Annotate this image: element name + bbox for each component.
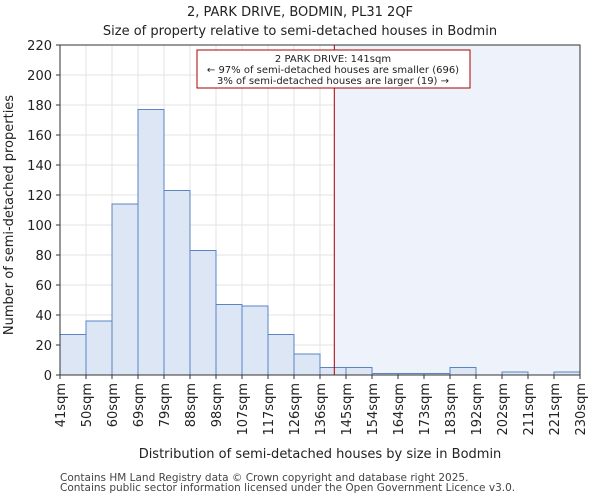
- bar-107sqm: [241, 305, 269, 376]
- x-tick-label: 136sqm: [314, 383, 329, 436]
- bar-88sqm: [189, 250, 217, 376]
- highlight-region: [334, 45, 580, 375]
- x-tick-label: 79sqm: [158, 383, 173, 427]
- footer: Contains HM Land Registry data © Crown c…: [60, 472, 516, 494]
- x-tick-label: 221sqm: [548, 383, 563, 436]
- y-tick-label: 40: [35, 309, 52, 324]
- bar-69sqm: [137, 109, 165, 376]
- annotation-line-3: 3% of semi-detached houses are larger (1…: [217, 76, 449, 87]
- footer-line-1: Contains HM Land Registry data © Crown c…: [60, 472, 469, 484]
- y-axis-label: Number of semi-detached properties: [2, 95, 17, 335]
- x-tick-label: 69sqm: [132, 383, 147, 427]
- x-axis-label: Distribution of semi-detached houses by …: [139, 447, 502, 462]
- x-tick-label: 60sqm: [106, 383, 121, 427]
- y-tick-labels: 0 20 40 60 80 100 120 140 160 180 200 220: [27, 39, 60, 384]
- bars: [59, 109, 581, 376]
- bar-145sqm: [345, 367, 373, 376]
- y-tick-label: 200: [27, 69, 52, 84]
- bar-79sqm: [163, 190, 191, 376]
- x-tick-label: 230sqm: [574, 383, 589, 436]
- y-tick-label: 80: [35, 249, 52, 264]
- y-tick-label: 140: [27, 159, 52, 174]
- chart-title: 2, PARK DRIVE, BODMIN, PL31 2QF: [187, 5, 413, 20]
- x-tick-label: 98sqm: [210, 383, 225, 427]
- y-tick-label: 20: [35, 339, 52, 354]
- y-tick-label: 160: [27, 129, 52, 144]
- bar-136sqm: [319, 367, 347, 376]
- chart-subtitle: Size of property relative to semi-detach…: [103, 24, 497, 39]
- x-tick-label: 183sqm: [444, 383, 459, 436]
- x-tick-label: 202sqm: [496, 383, 511, 436]
- annotation-box: 2 PARK DRIVE: 141sqm ← 97% of semi-detac…: [196, 49, 471, 89]
- x-tick-label: 154sqm: [366, 383, 381, 436]
- footer-line-2: Contains public sector information licen…: [60, 482, 516, 494]
- y-tick-label: 180: [27, 99, 52, 114]
- x-tick-label: 173sqm: [418, 383, 433, 436]
- x-tick-label: 126sqm: [288, 383, 303, 436]
- bar-60sqm: [111, 203, 139, 376]
- x-tick-label: 117sqm: [262, 383, 277, 436]
- x-tick-label: 88sqm: [184, 383, 199, 427]
- y-tick-label: 220: [27, 39, 52, 54]
- x-tick-label: 145sqm: [340, 383, 355, 436]
- x-tick-labels: 41sqm 50sqm 60sqm 69sqm 79sqm 88sqm 98sqm 107sq…: [54, 375, 589, 436]
- y-tick-label: 100: [27, 219, 52, 234]
- annotation-line-2: ← 97% of semi-detached houses are smalle…: [207, 65, 459, 76]
- x-tick-label: 107sqm: [236, 383, 251, 436]
- y-tick-label: 120: [27, 189, 52, 204]
- annotation-line-1: 2 PARK DRIVE: 141sqm: [275, 54, 391, 65]
- x-tick-label: 50sqm: [80, 383, 95, 427]
- x-tick-label: 41sqm: [54, 383, 69, 427]
- bar-98sqm: [215, 304, 243, 376]
- x-tick-label: 211sqm: [522, 383, 537, 436]
- bar-126sqm: [293, 353, 321, 376]
- bar-41sqm: [59, 334, 87, 376]
- bar-50sqm: [85, 320, 113, 376]
- y-tick-label: 0: [44, 369, 52, 384]
- x-tick-label: 164sqm: [392, 383, 407, 436]
- bar-183sqm: [449, 367, 477, 376]
- y-tick-label: 60: [35, 279, 52, 294]
- x-tick-label: 192sqm: [470, 383, 485, 436]
- bar-117sqm: [267, 334, 295, 376]
